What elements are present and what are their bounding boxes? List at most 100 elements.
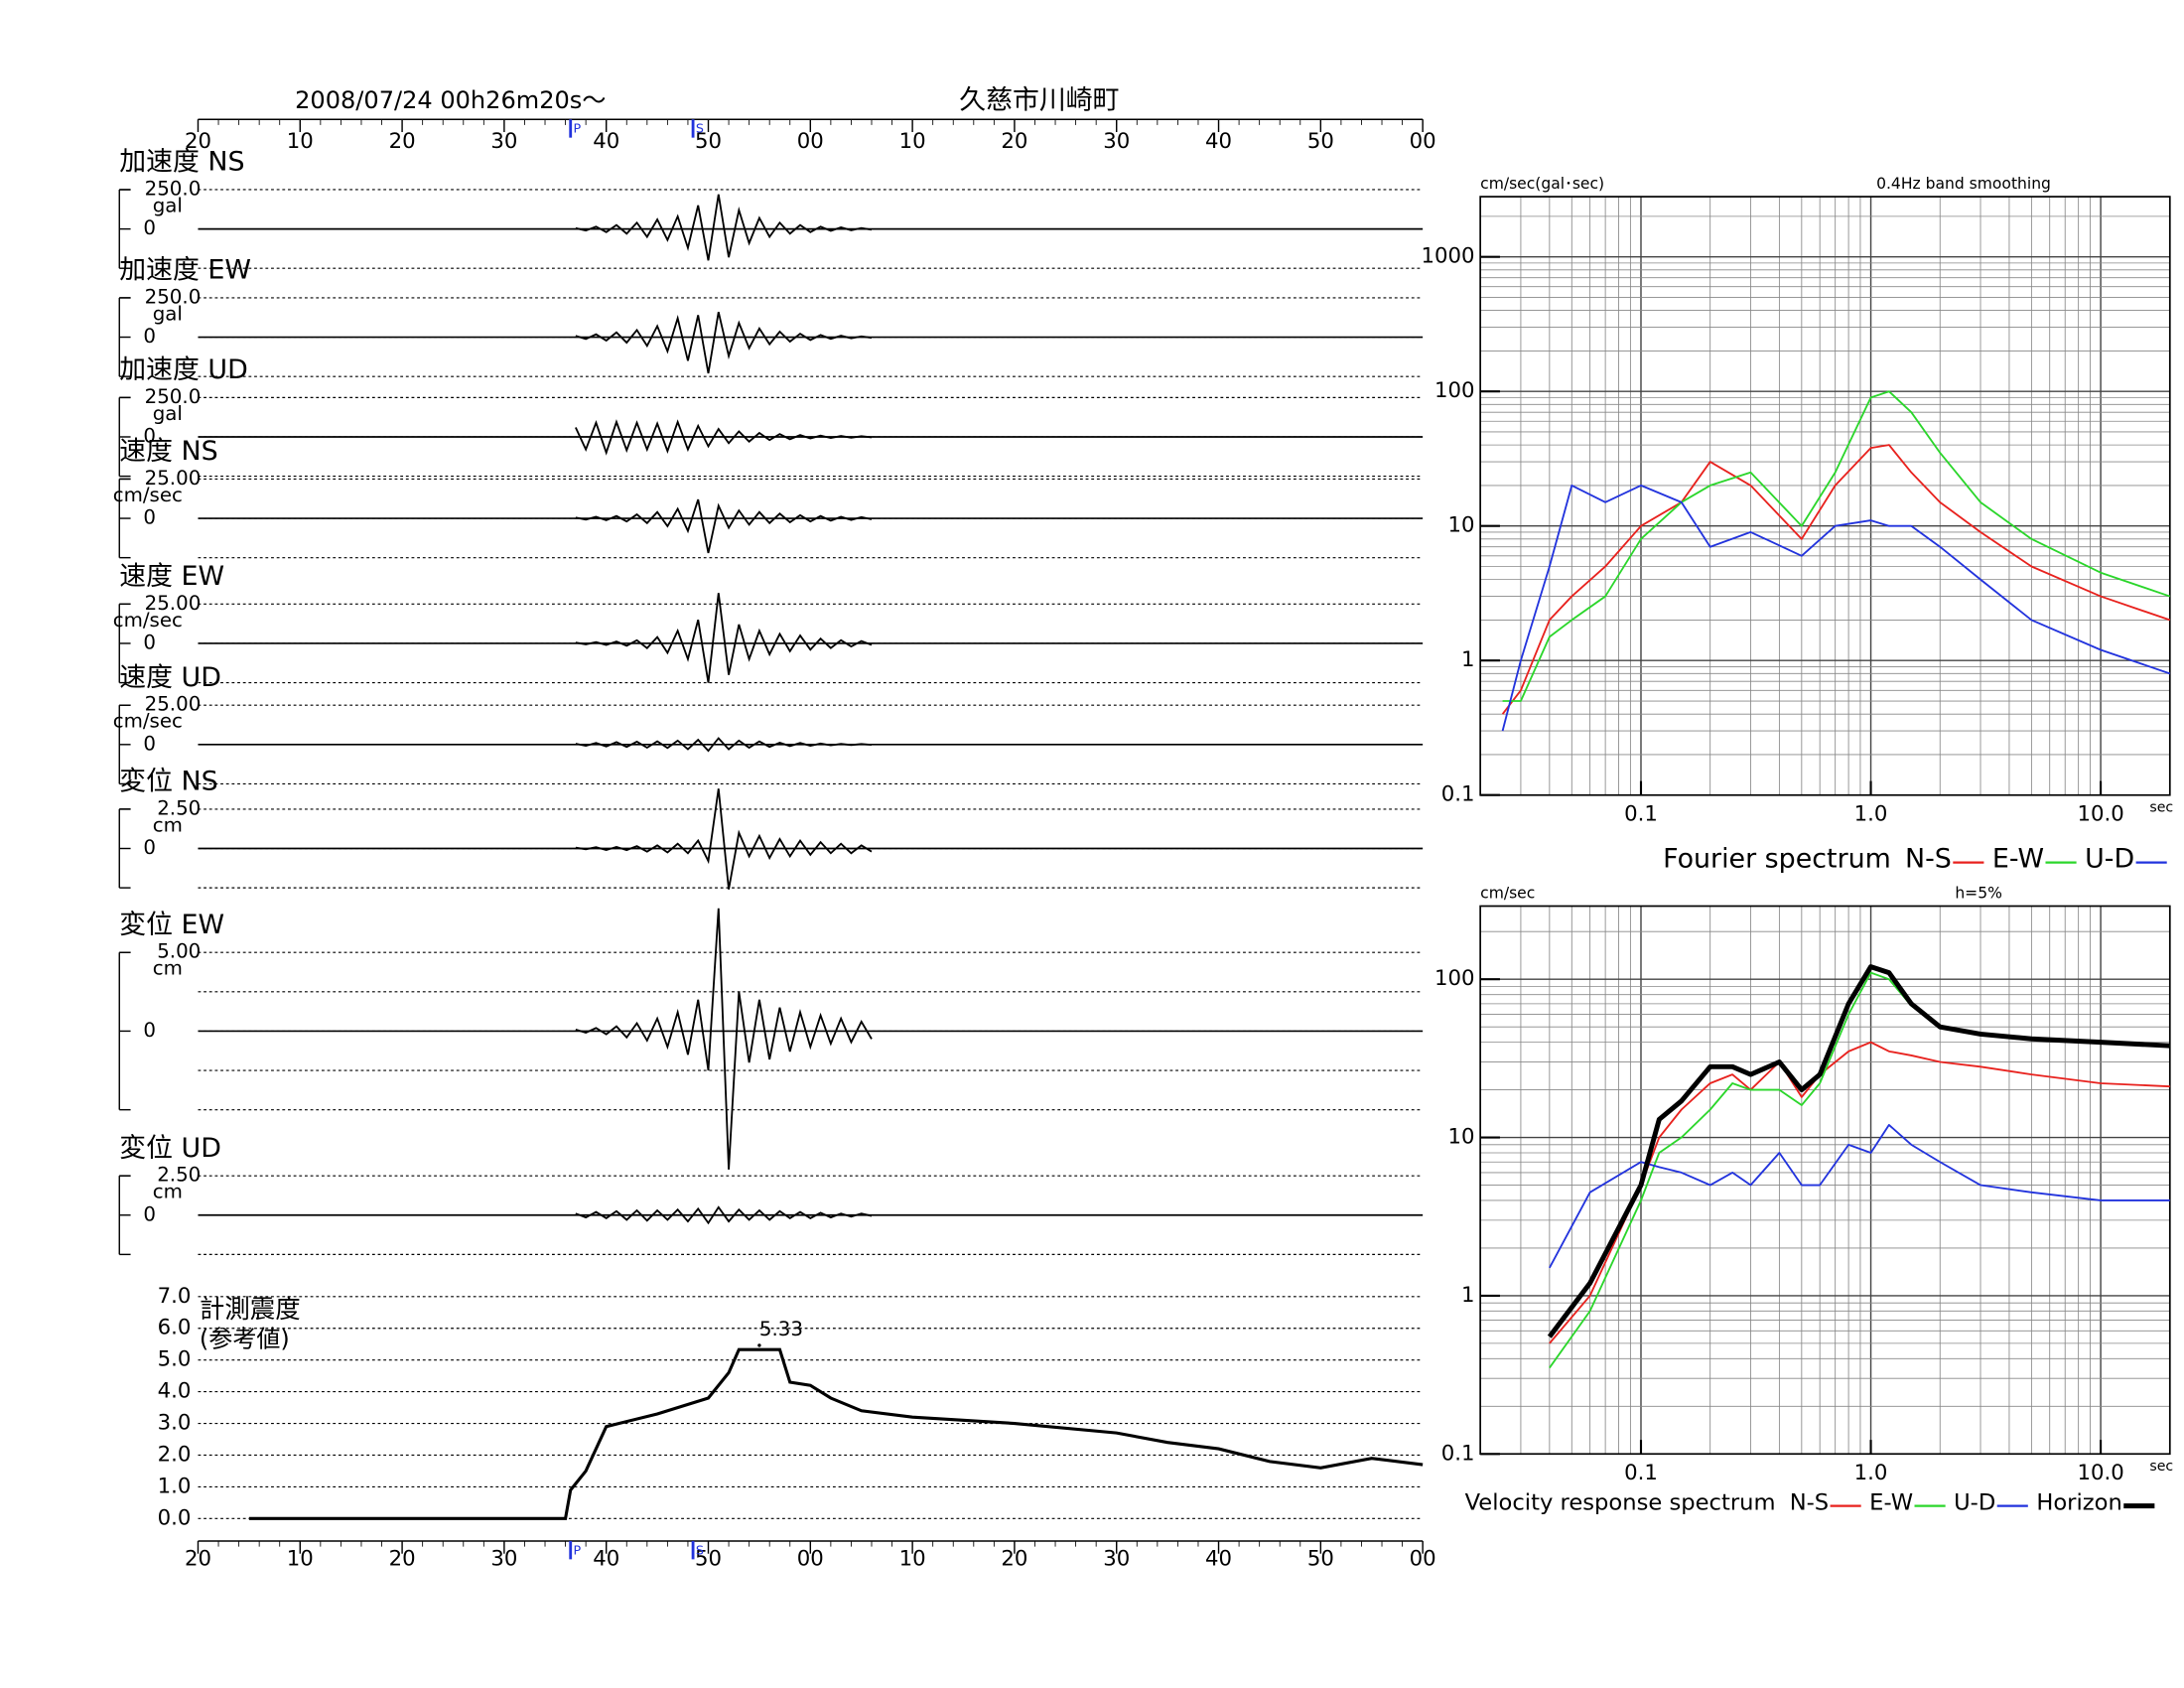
legend-entry: Horizon — [2036, 1489, 2122, 1515]
time-tick-label: 30 — [490, 1546, 517, 1571]
y-tick-label: 100 — [1434, 966, 1475, 991]
trace-title: 速度 EW — [119, 561, 224, 592]
trace-title: 変位 NS — [119, 767, 217, 797]
spectrum-line — [1549, 1124, 2170, 1269]
time-tick-label: 10 — [287, 129, 314, 154]
time-tick-label: 50 — [695, 1546, 722, 1571]
time-tick-label: 00 — [797, 129, 824, 154]
trace-unit: cm — [153, 1181, 183, 1203]
trace-unit: cm/sec — [113, 710, 183, 733]
y-tick-label: 0 — [143, 506, 156, 529]
trace-title: 加速度 NS — [119, 147, 244, 178]
y-tick-label: 1 — [1461, 647, 1475, 672]
time-tick-label: 50 — [1307, 129, 1334, 154]
time-tick-label: 20 — [1001, 1546, 1027, 1571]
y-tick-label: 0.1 — [1441, 1441, 1475, 1466]
trace-title: 加速度 EW — [119, 255, 251, 286]
time-tick-label: 30 — [490, 129, 517, 154]
y-tick-label: 25.00 — [145, 693, 202, 716]
waveform — [575, 194, 873, 261]
y-tick-label: 0 — [143, 732, 156, 755]
y-tick-label: 10 — [1447, 513, 1474, 538]
time-tick-label: 00 — [1410, 1546, 1436, 1571]
y-tick-label: 0 — [143, 216, 156, 239]
station-name: 久慈市川崎町 — [959, 84, 1119, 115]
y-tick-label: 25.00 — [145, 592, 202, 615]
x-tick-label: 10.0 — [2077, 802, 2123, 827]
y-tick-label: 250.0 — [145, 177, 202, 200]
y-tick-label: 0.1 — [1441, 782, 1475, 807]
legend-entry: E-W — [1869, 1489, 1913, 1515]
time-tick-label: 40 — [1205, 1546, 1232, 1571]
trace-unit: gal — [153, 194, 183, 216]
time-tick-label: 10 — [899, 129, 926, 154]
x-unit: sec — [2149, 799, 2173, 815]
y-tick-label: 2.0 — [158, 1442, 192, 1467]
spectrum-line — [1501, 484, 2171, 732]
spectrum-line — [1501, 444, 2171, 715]
waveform — [575, 419, 873, 456]
note: h=5% — [1955, 884, 2002, 902]
trace-unit: cm — [153, 957, 183, 980]
phase-label: S — [696, 1543, 704, 1558]
trace-unit: gal — [153, 402, 183, 425]
y-tick-label: 6.0 — [158, 1316, 192, 1340]
phase-label: S — [696, 122, 704, 137]
time-tick-label: 00 — [797, 1546, 824, 1571]
y-tick-label: 25.00 — [145, 467, 202, 490]
trace-unit: cm — [153, 813, 183, 836]
intensity-line — [248, 1347, 1424, 1520]
y-tick-label: 0.0 — [158, 1505, 192, 1530]
y-tick-label: 5.0 — [158, 1347, 192, 1372]
time-tick-label: 20 — [185, 1546, 211, 1571]
y-tick-label: 0 — [143, 424, 156, 447]
annotation-dot — [757, 1343, 761, 1347]
x-unit: sec — [2149, 1459, 2173, 1475]
waveform — [575, 1205, 873, 1225]
trace-unit: cm/sec — [113, 484, 183, 506]
y-tick-label: 0 — [143, 836, 156, 859]
time-tick-label: 20 — [389, 129, 416, 154]
trace-title: 変位 UD — [119, 1133, 221, 1164]
time-tick-label: 00 — [1410, 129, 1436, 154]
y-tick-label: 0 — [143, 1019, 156, 1042]
y-tick-label: 250.0 — [145, 285, 202, 308]
waveform — [575, 908, 873, 1170]
y-tick-label: 1 — [1461, 1283, 1475, 1308]
y-tick-label: 2.50 — [157, 1164, 201, 1187]
legend-entry: U-D — [2085, 843, 2134, 874]
legend-entry: E-W — [1992, 843, 2044, 874]
legend-title: Velocity response spectrum — [1465, 1489, 1776, 1515]
y-tick-label: 2.50 — [157, 796, 201, 819]
time-tick-label: 10 — [287, 1546, 314, 1571]
time-tick-label: 40 — [593, 129, 619, 154]
time-tick-label: 30 — [1103, 1546, 1130, 1571]
trace-title: 速度 NS — [119, 436, 217, 467]
intensity-title: 計測震度 — [200, 1295, 301, 1325]
y-tick-label: 0 — [143, 631, 156, 653]
spectrum-line — [1502, 390, 2171, 702]
y-unit: cm/sec(gal･sec) — [1480, 175, 1604, 193]
phase-label: P — [574, 122, 582, 137]
time-tick-label: 20 — [389, 1546, 416, 1571]
y-tick-label: 100 — [1434, 378, 1475, 403]
x-tick-label: 10.0 — [2077, 1461, 2123, 1485]
trace-title: 変位 EW — [119, 910, 224, 940]
y-tick-label: 7.0 — [158, 1284, 192, 1309]
legend-entry: N-S — [1790, 1489, 1829, 1515]
y-tick-label: 0 — [143, 1202, 156, 1225]
waveform — [575, 311, 873, 374]
waveform — [575, 737, 873, 753]
y-unit: cm/sec — [1480, 884, 1535, 902]
waveform — [575, 498, 873, 554]
intensity-subtitle: (参考値) — [200, 1326, 290, 1353]
x-tick-label: 0.1 — [1624, 802, 1658, 827]
y-tick-label: 3.0 — [158, 1411, 192, 1436]
annotation-label: 5.33 — [759, 1318, 803, 1340]
record-datetime: 2008/07/24 00h26m20s〜 — [295, 86, 606, 114]
plot-area: 2008/07/24 00h26m20s〜 久慈市川崎町 20 10 20 30 40 5… — [113, 84, 2174, 1571]
trace-title: 加速度 UD — [119, 354, 248, 385]
y-tick-label: 10 — [1447, 1125, 1474, 1150]
y-tick-label: 1000 — [1421, 244, 1474, 269]
